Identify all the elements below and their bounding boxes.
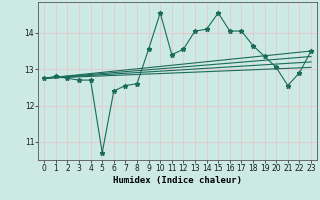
X-axis label: Humidex (Indice chaleur): Humidex (Indice chaleur) — [113, 176, 242, 185]
